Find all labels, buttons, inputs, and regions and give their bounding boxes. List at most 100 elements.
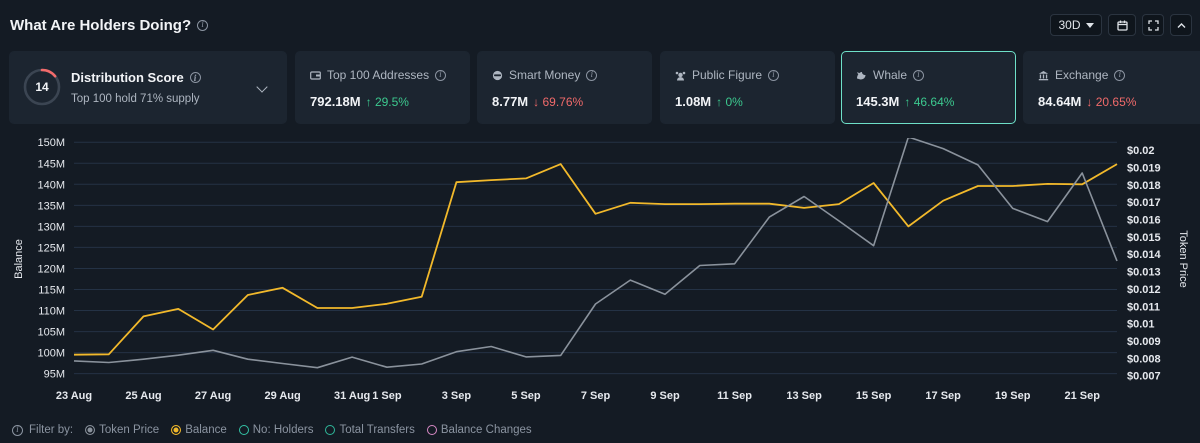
holders-chart[interactable]: 150M 145M 140M 135M 130M 125M 120M 115M 110M 105M…	[0, 138, 1200, 408]
card-top-100-addresses[interactable]: Top 100 Addresses i 792.18M ↑ 29.5%	[295, 51, 470, 124]
whale-icon	[857, 71, 866, 79]
distribution-score-card[interactable]: 14 Distribution Score i Top 100 hold 71%…	[9, 51, 287, 124]
y-tick-label: 100M	[37, 348, 65, 360]
legend-label: No: Holders	[252, 424, 314, 436]
info-icon[interactable]: i	[913, 69, 925, 81]
x-tick-label: 23 Aug	[56, 390, 92, 402]
card-value: 1.08M	[675, 94, 712, 109]
change-up: ↑ 29.5%	[365, 95, 409, 109]
legend-item-balance-changes[interactable]: Balance Changes	[426, 424, 532, 436]
toolbar: 30D	[1050, 14, 1192, 36]
legend-label: Token Price	[99, 424, 160, 436]
chevron-down-icon[interactable]	[256, 81, 268, 93]
legend-label: Balance	[185, 424, 227, 436]
y-tick-label: 105M	[37, 327, 65, 339]
y2-tick-label: $0.019	[1127, 162, 1161, 174]
change-percent: 46.64%	[913, 95, 955, 109]
x-tick-label: 13 Sep	[786, 390, 822, 402]
x-tick-label: 7 Sep	[581, 390, 611, 402]
change-percent: 0%	[725, 95, 743, 109]
series-line-balance	[73, 163, 1118, 356]
x-tick-label: 3 Sep	[442, 390, 472, 402]
y-tick-label: 115M	[38, 285, 65, 297]
card-label: Smart Money	[509, 68, 581, 82]
calendar-icon	[1116, 20, 1128, 31]
x-tick-label: 31 Aug	[334, 390, 370, 402]
legend-dot	[426, 425, 437, 435]
smart-money-icon	[492, 70, 503, 80]
x-tick-label: 21 Sep	[1064, 390, 1100, 402]
legend-dot	[238, 425, 249, 435]
x-tick-label: 15 Sep	[856, 390, 892, 402]
y-tick-label: 135M	[37, 200, 65, 212]
legend-item-total-transfers[interactable]: Total Transfers	[325, 424, 415, 436]
info-icon[interactable]: i	[768, 69, 780, 81]
change-up: ↑ 0%	[716, 95, 743, 109]
y-tick-label: 140M	[37, 179, 65, 191]
collapse-button[interactable]	[1170, 14, 1192, 36]
y2-tick-label: $0.016	[1127, 215, 1161, 227]
x-tick-label: 17 Sep	[925, 390, 961, 402]
distribution-score-label: Distribution Score	[71, 70, 184, 85]
legend-item-balance[interactable]: Balance	[171, 424, 227, 436]
info-icon[interactable]: i	[197, 19, 209, 31]
x-tick-label: 11 Sep	[717, 390, 752, 402]
x-tick-label: 5 Sep	[511, 390, 541, 402]
legend-items: Token Price Balance No: Holders Total Trans…	[73, 424, 532, 436]
legend-dot	[85, 425, 96, 435]
expand-icon	[1147, 19, 1159, 31]
chevron-up-icon	[1177, 22, 1185, 28]
calendar-button[interactable]	[1108, 14, 1136, 36]
card-value: 84.64M	[1038, 94, 1082, 109]
card-label: Public Figure	[692, 68, 763, 82]
chevron-down-icon	[1085, 22, 1094, 28]
y2-tick-label: $0.008	[1127, 353, 1161, 365]
y-tick-label: 125M	[37, 242, 65, 254]
legend-item-token-price[interactable]: Token Price	[85, 424, 159, 436]
change-percent: 29.5%	[374, 95, 409, 109]
card-label: Exchange	[1055, 68, 1109, 82]
x-tick-label: 27 Aug	[195, 390, 231, 402]
y2-tick-label: $0.012	[1127, 284, 1161, 296]
card-smart-money[interactable]: Smart Money i 8.77M ↓ 69.76%	[477, 51, 652, 124]
filter-label-text: Filter by:	[29, 424, 74, 436]
info-icon[interactable]: i	[12, 424, 23, 436]
card-public-figure[interactable]: Public Figure i 1.08M ↑ 0%	[660, 51, 835, 124]
info-icon[interactable]: i	[586, 69, 598, 81]
wallet-icon	[310, 70, 321, 80]
y2-tick-label: $0.007	[1127, 371, 1161, 383]
card-value: 8.77M	[492, 94, 529, 109]
legend-item-no-holders[interactable]: No: Holders	[238, 424, 314, 436]
change-down: ↓ 69.76%	[533, 95, 584, 109]
legend-label: Balance Changes	[440, 424, 532, 436]
page-title: What Are Holders Doing?	[10, 16, 192, 34]
card-exchange[interactable]: Exchange i 84.64M ↓ 20.65%	[1023, 51, 1200, 124]
y2-tick-label: $0.017	[1127, 197, 1161, 209]
info-icon[interactable]: i	[1114, 69, 1126, 81]
filter-label: i Filter by:	[12, 424, 73, 436]
range-select[interactable]: 30D	[1050, 14, 1102, 36]
y-tick-label: 110M	[38, 306, 65, 318]
x-tick-label: 25 Aug	[125, 390, 161, 402]
y2-tick-label: $0.014	[1127, 249, 1162, 261]
legend-dot	[171, 425, 182, 435]
legend-label: Total Transfers	[339, 424, 415, 436]
distribution-score-subtitle: Top 100 hold 71% supply	[71, 93, 200, 105]
legend-dot	[325, 425, 336, 435]
x-tick-label: 29 Aug	[264, 390, 300, 402]
info-icon[interactable]: i	[189, 72, 201, 83]
expand-button[interactable]	[1142, 14, 1164, 36]
info-icon[interactable]: i	[435, 69, 447, 81]
x-tick-label: 9 Sep	[650, 390, 680, 402]
y-tick-label: 130M	[37, 221, 65, 233]
y2-tick-label: $0.011	[1127, 301, 1160, 313]
exchange-icon	[1038, 70, 1049, 80]
y-tick-label: 145M	[37, 158, 65, 170]
range-select-value: 30D	[1058, 18, 1081, 32]
y2-tick-label: $0.013	[1127, 267, 1161, 279]
card-whale[interactable]: Whale i 145.3M ↑ 46.64%	[841, 51, 1016, 124]
x-tick-label: 1 Sep	[372, 390, 402, 402]
header: What Are Holders Doing? i	[10, 12, 209, 38]
series-line-token-price	[73, 138, 1118, 369]
change-up: ↑ 46.64%	[904, 95, 955, 109]
